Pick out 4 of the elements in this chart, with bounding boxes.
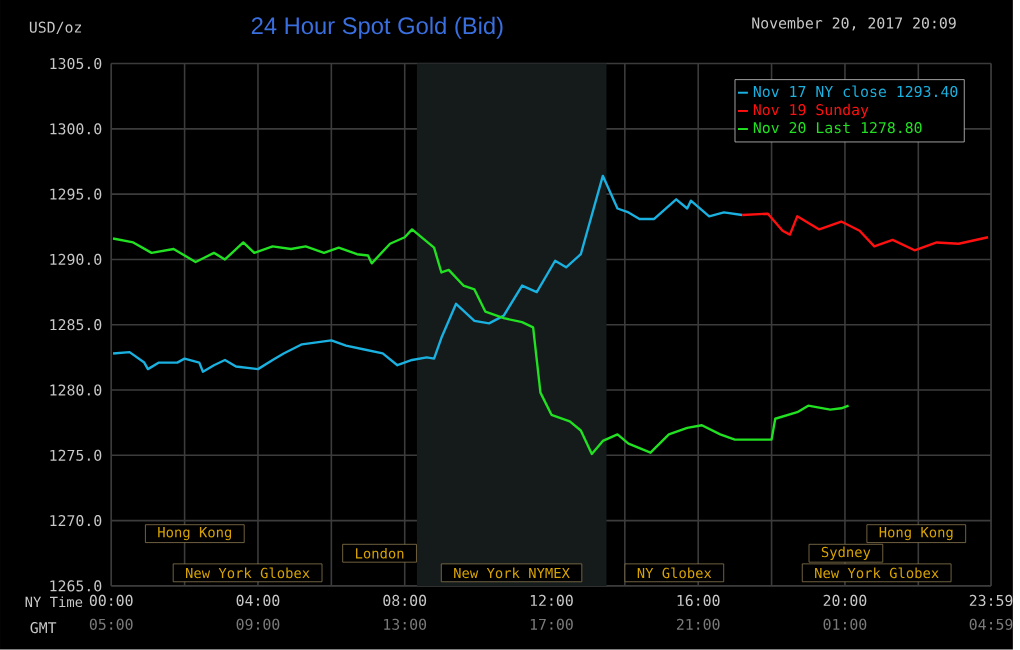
chart-title: 24 Hour Spot Gold (Bid) [251,17,503,40]
line-series [111,228,850,456]
line-series [741,212,990,252]
line-series [111,174,744,374]
